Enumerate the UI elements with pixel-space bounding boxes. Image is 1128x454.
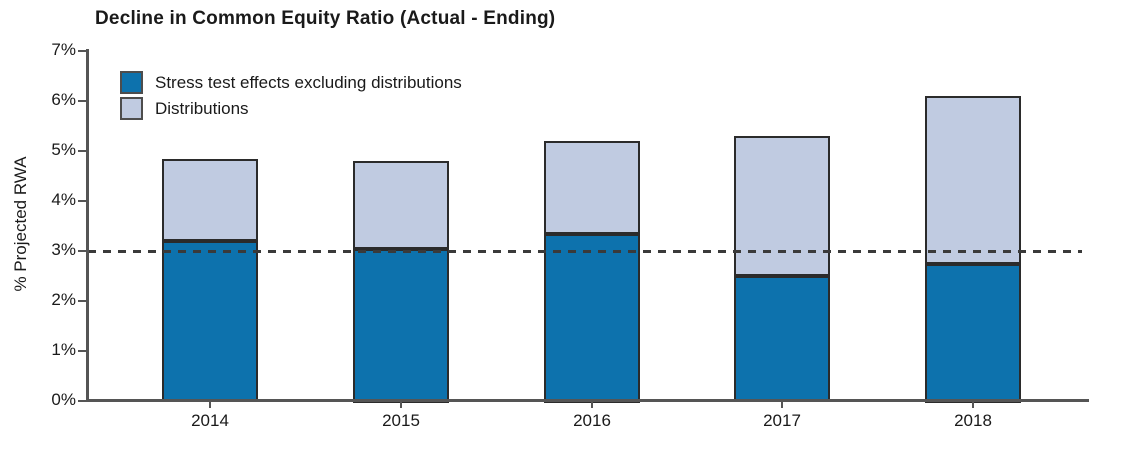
y-tick-label: 6% xyxy=(51,90,76,109)
bar-segment-2014-stress xyxy=(162,241,258,402)
x-tick-label: 2014 xyxy=(191,411,229,430)
y-tick-label: 2% xyxy=(51,290,76,309)
bar-segment-2017-distributions xyxy=(734,136,830,276)
reference-line-3pct xyxy=(88,250,1082,253)
chart-title: Decline in Common Equity Ratio (Actual -… xyxy=(95,8,556,29)
legend-swatch-stress xyxy=(120,71,143,94)
y-tick-label: 5% xyxy=(51,140,76,159)
bar-segment-2015-stress xyxy=(353,249,449,403)
y-axis-line xyxy=(86,49,89,402)
y-axis-tick xyxy=(78,150,86,152)
x-tick-label: 2015 xyxy=(382,411,420,430)
y-axis-tick xyxy=(78,250,86,252)
y-tick-label: 4% xyxy=(51,190,76,209)
y-tick-label: 0% xyxy=(51,390,76,409)
legend: Stress test effects excluding distributi… xyxy=(120,71,462,123)
legend-item-distributions: Distributions xyxy=(120,97,462,120)
y-tick-label: 7% xyxy=(51,40,76,59)
bar-segment-2018-stress xyxy=(925,264,1021,403)
legend-item-stress: Stress test effects excluding distributi… xyxy=(120,71,462,94)
legend-swatch-distributions xyxy=(120,97,143,120)
legend-label-distributions: Distributions xyxy=(155,98,249,118)
bar-segment-2015-distributions xyxy=(353,161,449,249)
y-axis-tick xyxy=(78,200,86,202)
x-tick-label: 2017 xyxy=(763,411,801,430)
y-axis-title: % Projected RWA xyxy=(11,156,30,292)
y-tick-label: 1% xyxy=(51,340,76,359)
y-axis-tick xyxy=(78,350,86,352)
y-tick-label: 3% xyxy=(51,240,76,259)
bar-segment-2018-distributions xyxy=(925,96,1021,264)
bar-segment-2014-distributions xyxy=(162,159,258,241)
x-tick-label: 2018 xyxy=(954,411,992,430)
x-axis-tick xyxy=(209,402,211,408)
y-axis-tick xyxy=(78,400,86,402)
y-axis-tick xyxy=(78,300,86,302)
bar-segment-2017-stress xyxy=(734,276,830,402)
x-axis-tick xyxy=(972,402,974,408)
y-axis-tick xyxy=(78,100,86,102)
y-axis-tick xyxy=(78,50,86,52)
x-axis-tick xyxy=(591,402,593,408)
legend-label-stress: Stress test effects excluding distributi… xyxy=(155,72,462,92)
x-axis-tick xyxy=(400,402,402,408)
x-axis-line xyxy=(86,399,1089,402)
x-tick-label: 2016 xyxy=(573,411,611,430)
x-axis-tick xyxy=(781,402,783,408)
bar-segment-2016-distributions xyxy=(544,141,640,234)
bar-segment-2016-stress xyxy=(544,234,640,403)
